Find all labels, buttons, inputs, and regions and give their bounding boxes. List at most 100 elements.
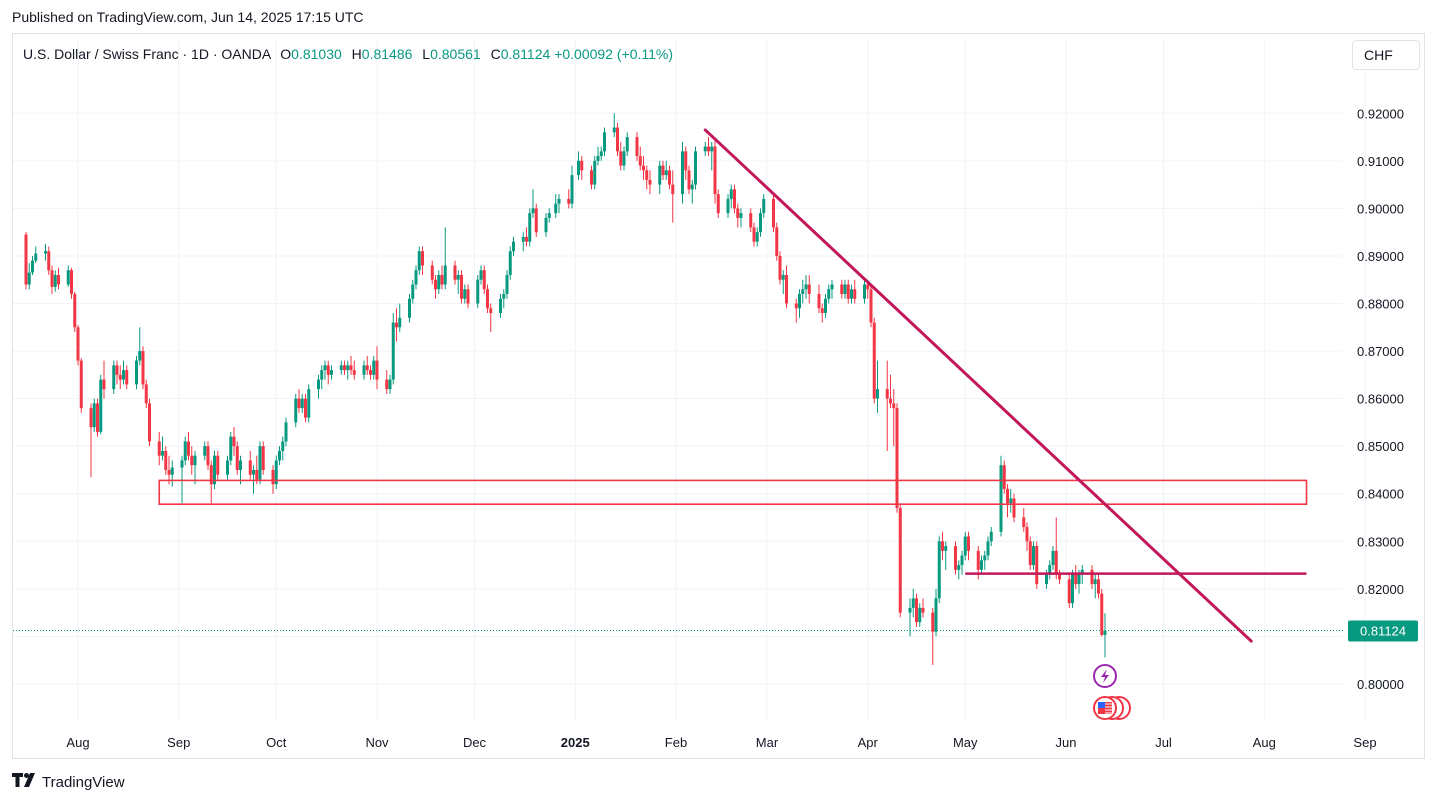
candle-body[interactable] [820,308,824,314]
candle-body[interactable] [694,151,697,185]
candle-body[interactable] [395,322,398,328]
candle-body[interactable] [941,541,944,551]
candle-body[interactable] [369,370,372,375]
candle-body[interactable] [170,467,174,475]
candle-body[interactable] [115,365,119,375]
candle-body[interactable] [343,365,346,371]
candle-body[interactable] [967,536,970,551]
candle-body[interactable] [304,398,307,418]
candle-body[interactable] [531,208,535,214]
candle-body[interactable] [281,441,285,451]
downtrend-line[interactable] [703,128,1253,643]
candle-body[interactable] [804,284,808,290]
candle-body[interactable] [963,536,967,556]
candle-body[interactable] [430,265,434,280]
candle-body[interactable] [976,550,980,570]
candle-body[interactable] [635,137,639,157]
candle-body[interactable] [499,298,502,314]
candle-body[interactable] [456,274,460,280]
candle-body[interactable] [645,170,649,180]
candle-body[interactable] [326,365,330,375]
candle-body[interactable] [957,565,961,570]
candle-body[interactable] [817,294,821,309]
candle-body[interactable] [252,469,255,475]
candle-body[interactable] [1035,546,1039,585]
candle-body[interactable] [346,365,350,371]
candle-body[interactable] [508,251,512,275]
candle-body[interactable] [911,598,915,608]
candle-body[interactable] [460,274,463,299]
candle-body[interactable] [391,322,395,380]
candle-body[interactable] [603,132,606,152]
candle-body[interactable] [486,289,489,309]
candle-body[interactable] [148,403,151,442]
candle-body[interactable] [749,213,753,228]
candle-body[interactable] [505,274,509,294]
candle-body[interactable] [235,446,239,470]
candle-body[interactable] [1090,569,1094,585]
candle-body[interactable] [521,236,525,242]
candle-body[interactable] [138,351,142,361]
candle-body[interactable] [960,555,964,566]
candle-body[interactable] [739,213,743,218]
candle-body[interactable] [986,541,990,556]
candle-body[interactable] [24,234,28,285]
candle-body[interactable] [580,160,584,171]
candle-body[interactable] [616,127,619,152]
candle-body[interactable] [203,446,207,456]
candle-body[interactable] [349,365,353,371]
candle-body[interactable] [785,274,788,304]
candle-body[interactable] [294,398,298,423]
candle-body[interactable] [762,198,766,214]
candle-body[interactable] [34,253,38,261]
candle-body[interactable] [570,175,574,204]
candle-body[interactable] [869,289,873,323]
candle-body[interactable] [92,403,96,428]
candle-body[interactable] [255,469,259,480]
candle-body[interactable] [710,146,714,152]
candle-body[interactable] [248,460,252,475]
candle-body[interactable] [658,165,662,185]
candle-body[interactable] [593,160,597,185]
candle-body[interactable] [258,446,262,480]
candle-body[interactable] [554,203,558,214]
candle-body[interactable] [921,607,925,613]
candle-body[interactable] [135,360,138,385]
candle-body[interactable] [271,469,275,485]
candle-body[interactable] [661,165,665,176]
candle-body[interactable] [668,170,671,185]
candle-body[interactable] [1093,579,1097,585]
candle-body[interactable] [1103,630,1107,635]
candle-body[interactable] [112,365,116,390]
candle-body[interactable] [44,251,47,254]
candle-body[interactable] [1058,574,1061,580]
candle-body[interactable] [278,450,281,461]
candle-body[interactable] [187,441,190,456]
candle-body[interactable] [687,170,691,190]
candle-body[interactable] [934,598,938,632]
candle-body[interactable] [931,612,935,632]
candle-body[interactable] [99,379,103,432]
candle-body[interactable] [752,227,756,242]
candle-body[interactable] [599,151,603,157]
symbol-title[interactable]: U.S. Dollar / Swiss Franc · 1D · OANDA [23,46,271,62]
candle-body[interactable] [414,270,418,285]
candle-body[interactable] [690,184,694,190]
candle-body[interactable] [489,308,493,314]
candle-body[interactable] [638,156,642,166]
candle-body[interactable] [229,436,233,461]
candle-body[interactable] [53,274,57,287]
candle-body[interactable] [57,274,60,285]
currency-button[interactable]: CHF [1352,40,1420,70]
candle-body[interactable] [482,270,486,290]
candle-body[interactable] [164,450,168,470]
candle-body[interactable] [866,284,870,290]
candle-body[interactable] [443,265,447,285]
candle-body[interactable] [437,274,441,290]
candle-body[interactable] [89,408,93,428]
candle-body[interactable] [664,170,668,176]
candle-body[interactable] [79,360,83,409]
candle-body[interactable] [421,251,424,266]
candle-body[interactable] [898,508,902,613]
candle-body[interactable] [183,441,187,461]
